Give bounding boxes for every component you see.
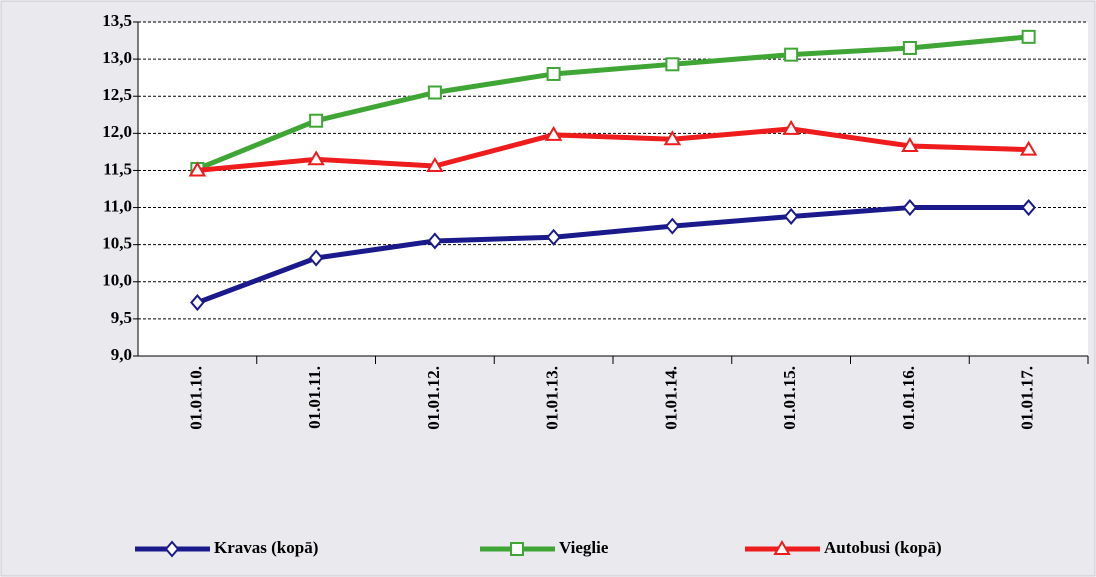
marker: [164, 540, 180, 558]
legend-label: Vieglie: [559, 538, 609, 557]
marker: [546, 228, 561, 246]
series-line: [196, 205, 1029, 305]
y-tick-label: 12,5: [102, 85, 132, 104]
marker: [427, 85, 442, 100]
x-tick-label: 01.01.15.: [780, 366, 799, 430]
marker: [773, 540, 791, 555]
marker: [784, 47, 799, 62]
marker: [665, 217, 680, 235]
marker: [510, 542, 524, 556]
marker: [546, 66, 561, 81]
marker: [1021, 199, 1036, 217]
legend-label: Kravas (kopā): [214, 538, 318, 557]
marker: [902, 40, 917, 55]
marker: [665, 57, 680, 72]
y-tick-label: 9,5: [111, 308, 132, 327]
marker: [307, 150, 325, 166]
marker: [190, 294, 205, 312]
marker: [426, 157, 444, 172]
y-tick-label: 11,0: [103, 196, 132, 215]
marker: [783, 207, 799, 225]
x-tick-label: 01.01.12.: [424, 366, 443, 430]
x-tick-label: 01.01.16.: [899, 366, 918, 430]
y-tick-label: 13,5: [102, 11, 132, 30]
y-tick-label: 10,0: [102, 271, 132, 290]
x-tick-label: 01.01.10.: [186, 366, 205, 430]
marker: [1021, 29, 1036, 44]
y-tick-label: 9,0: [111, 345, 132, 364]
marker: [544, 125, 563, 141]
marker: [782, 119, 800, 135]
marker: [309, 113, 324, 128]
marker: [308, 249, 324, 267]
marker: [188, 161, 207, 177]
y-tick-label: 11,5: [103, 159, 132, 178]
marker: [663, 130, 682, 146]
x-tick-label: 01.01.17.: [1018, 366, 1037, 430]
marker: [902, 199, 918, 217]
legend-label: Autobusi (kopā): [824, 538, 942, 557]
series-line: [197, 126, 1029, 173]
x-tick-label: 01.01.13.: [543, 366, 562, 430]
series-line: [196, 34, 1029, 172]
marker: [901, 136, 919, 152]
y-tick-label: 12,0: [102, 122, 132, 141]
x-tick-label: 01.01.11.: [305, 366, 324, 429]
y-tick-label: 13,0: [102, 48, 132, 67]
x-tick-label: 01.01.14.: [661, 366, 680, 430]
y-tick-label: 10,5: [102, 234, 132, 253]
plot-area: [138, 22, 1088, 356]
marker: [427, 232, 443, 250]
marker: [1019, 140, 1038, 156]
